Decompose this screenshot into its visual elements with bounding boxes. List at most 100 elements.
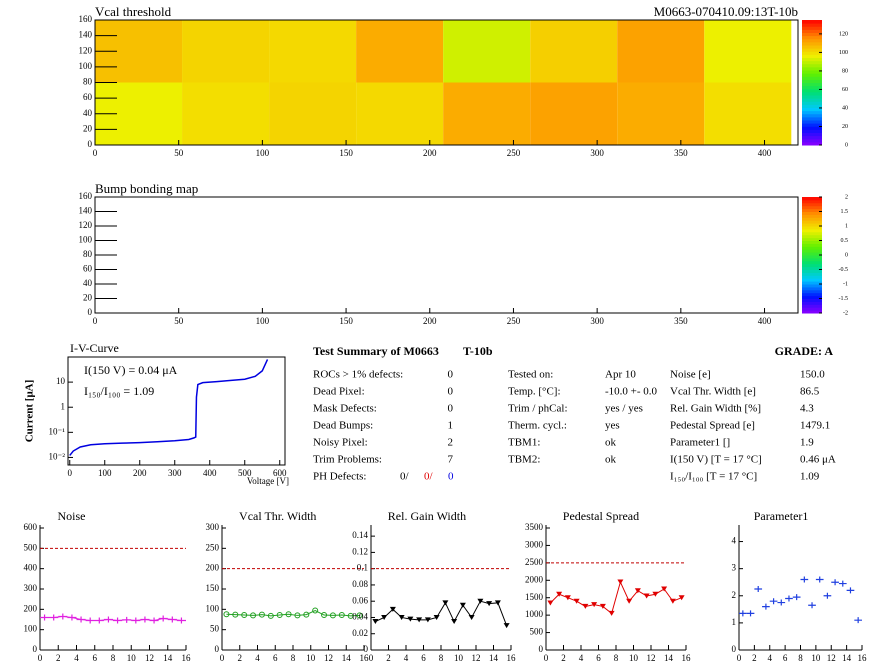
marker	[131, 617, 141, 624]
colorbar-slice	[802, 231, 822, 236]
colorbar-slice	[802, 298, 822, 302]
marker	[442, 600, 449, 606]
summary-label: PH Defects:	[313, 471, 366, 483]
y-tick-label: 0	[33, 644, 38, 654]
y-tick-label: 20	[83, 123, 93, 133]
colorbar-slice	[802, 307, 822, 311]
marker	[800, 576, 809, 583]
x-tick-label: 12	[324, 653, 333, 663]
marker	[103, 616, 113, 623]
y-tick-label: 50	[210, 624, 220, 634]
heatmap-cell	[356, 82, 444, 145]
x-tick-label: 14	[489, 653, 499, 663]
y-tick-label: 0.04	[352, 612, 368, 622]
heatmap-cell	[269, 82, 357, 145]
y-tick-label: 4	[732, 536, 737, 546]
colorbar-slice	[802, 263, 822, 268]
y-tick-label: 0.12	[352, 546, 368, 556]
module-type: T-10b	[463, 344, 493, 358]
colorbar-slice	[802, 38, 822, 43]
marker	[846, 587, 855, 594]
x-tick-label: 400	[758, 148, 772, 158]
y-tick-label: 140	[79, 206, 93, 216]
marker	[407, 616, 414, 622]
heatmap-cell	[530, 20, 618, 83]
marker	[573, 598, 580, 604]
summary-value: yes	[605, 420, 620, 432]
colorbar-slice	[802, 234, 822, 239]
x-tick-label: 16	[507, 653, 517, 663]
y-tick-label: 200	[206, 563, 220, 573]
summary-value: 1.9	[800, 437, 814, 449]
chart-subtitle: M0663-070410.09:13T-10b	[654, 4, 798, 19]
x-tick-label: 12	[145, 653, 154, 663]
marker	[416, 617, 423, 623]
ph-defect-value: 0	[448, 471, 454, 483]
y-tick-label: 1000	[525, 609, 544, 619]
x-tick-label: 2	[561, 653, 566, 663]
y-tick-label: 0.02	[352, 628, 368, 638]
heatmap-cell	[443, 82, 531, 145]
x-tick-label: 100	[256, 148, 270, 158]
marker	[643, 593, 650, 599]
colorbar-slice	[802, 255, 822, 259]
x-tick-label: 2	[56, 653, 61, 663]
colorbar-slice	[802, 51, 822, 55]
marker	[381, 614, 388, 620]
y-tick-label: 2000	[525, 574, 544, 584]
marker	[258, 611, 265, 618]
summary-label: I₁₅₀/I₁₀₀ [T = 17 °C]	[670, 471, 757, 483]
grade: GRADE: A	[775, 344, 834, 358]
colorbar-slice	[802, 281, 822, 285]
marker	[762, 603, 770, 610]
marker	[312, 607, 319, 614]
colorbar-slice	[802, 266, 822, 270]
y-tick-label: 1500	[525, 592, 544, 602]
colorbar-slice	[802, 85, 822, 90]
marker	[232, 611, 239, 618]
chart-title: Bump bonding map	[95, 181, 198, 196]
x-tick-label: 400	[758, 316, 772, 326]
colorbar-slice	[802, 237, 822, 241]
x-tick-label: 16	[858, 653, 868, 663]
x-tick-label: 4	[74, 653, 79, 663]
marker	[503, 623, 510, 629]
x-tick-label: 14	[342, 653, 352, 663]
y-tick-label: 80	[83, 249, 93, 259]
y-tick-label: 3000	[525, 539, 544, 549]
y-tick-label: 100	[206, 603, 220, 613]
marker	[661, 586, 668, 592]
marker	[250, 612, 257, 619]
summary-value: 1	[448, 420, 454, 432]
marker	[669, 598, 676, 604]
colorbar-slice	[802, 220, 822, 224]
colorbar-slice	[802, 123, 822, 127]
heatmap-cell	[704, 20, 792, 83]
marker	[777, 599, 786, 606]
chart-title: Rel. Gain Width	[388, 509, 466, 523]
colorbar-slice	[802, 292, 822, 297]
chart-title: Vcal threshold	[95, 4, 172, 19]
marker	[321, 612, 328, 619]
x-tick-label: 150	[339, 148, 353, 158]
y-tick-label: 160	[79, 14, 93, 24]
colorbar-slice	[802, 45, 822, 49]
colorbar-tick-label: -0.5	[839, 267, 849, 273]
x-tick-label: 10	[811, 653, 821, 663]
summary-label: Noisy Pixel:	[313, 437, 368, 449]
colorbar-slice	[802, 310, 822, 314]
summary-label: Temp. [°C]:	[508, 386, 561, 398]
marker	[347, 612, 354, 619]
y-tick-label: 40	[83, 278, 93, 288]
colorbar-slice	[802, 257, 822, 262]
summary-label: Dead Bumps:	[313, 420, 373, 432]
colorbar-slice	[802, 223, 822, 227]
x-tick-label: 4	[579, 653, 584, 663]
x-tick-label: 350	[674, 316, 688, 326]
y-tick-label: 300	[206, 522, 220, 532]
x-tick-label: 6	[596, 653, 601, 663]
marker	[808, 602, 816, 609]
heatmap-cell	[617, 20, 705, 83]
summary-title: Test Summary of M0663	[313, 344, 439, 358]
marker	[854, 617, 862, 624]
